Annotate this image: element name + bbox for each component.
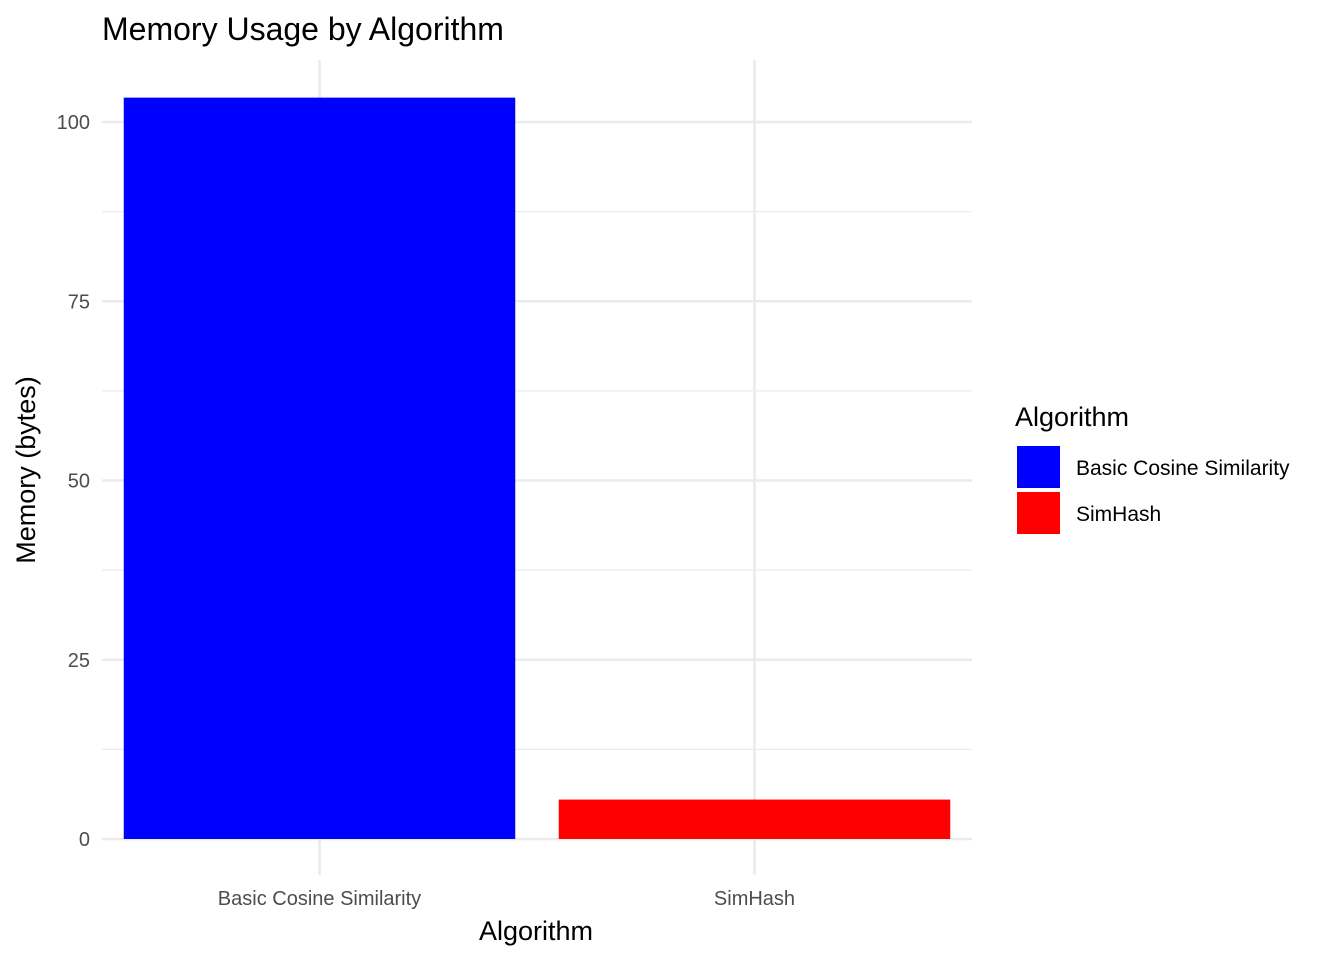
y-tick-label: 25	[68, 650, 90, 672]
legend: Algorithm Basic Cosine Similarity SimHash	[1015, 402, 1290, 534]
legend-label: Basic Cosine Similarity	[1076, 457, 1290, 480]
chart-title: Memory Usage by Algorithm	[102, 11, 504, 47]
bar	[123, 97, 516, 839]
bar	[558, 799, 951, 839]
legend-label: SimHash	[1076, 503, 1161, 526]
y-tick-label: 75	[68, 291, 90, 313]
legend-title: Algorithm	[1015, 402, 1129, 432]
y-tick-label: 50	[68, 471, 90, 493]
y-axis-label: Memory (bytes)	[11, 376, 41, 564]
legend-items: Basic Cosine Similarity SimHash	[1017, 446, 1290, 534]
y-tick-label: 100	[57, 112, 90, 134]
legend-key	[1017, 446, 1060, 488]
x-axis-label: Algorithm	[479, 916, 593, 946]
x-tick-label: Basic Cosine Similarity	[218, 888, 421, 910]
bars	[123, 97, 951, 839]
legend-key	[1017, 492, 1060, 534]
x-tick-label: SimHash	[714, 888, 795, 910]
axes: 0 25 50 75 100 Basic Cosine Similarity SimHash	[57, 112, 795, 910]
y-tick-label: 0	[79, 829, 90, 851]
